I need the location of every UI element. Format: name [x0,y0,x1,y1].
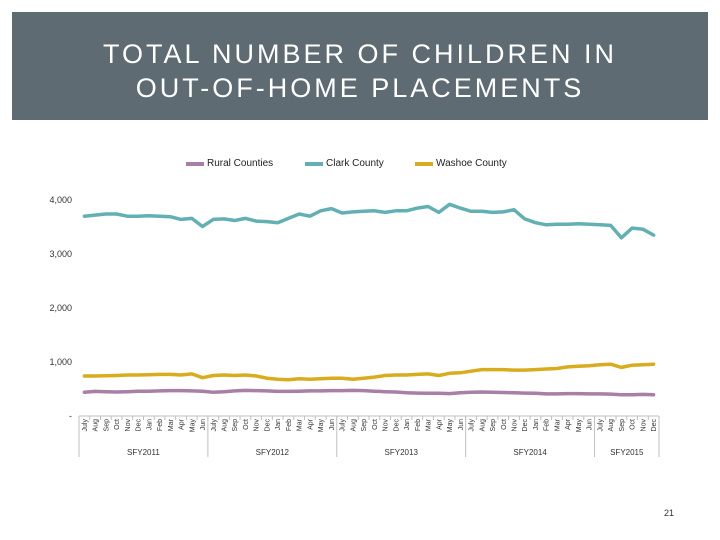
x-tick-label: Apr [307,418,314,430]
x-tick-label: Feb [544,419,551,431]
series-line-rural-counties [82,388,656,397]
fiscal-year-label: SFY2011 [127,448,160,457]
fiscal-year-label: SFY2015 [610,448,644,457]
x-tick-label: Feb [157,419,164,431]
x-tick-label: Oct [501,419,508,430]
legend-label-washoe: Washoe County [436,158,507,169]
y-tick-label: 3,000 [49,249,72,259]
x-tick-label: Nov [383,419,390,432]
x-tick-label: Aug [350,419,357,432]
fiscal-year-label: SFY2012 [256,448,290,457]
slide-title: TOTAL NUMBER OF CHILDREN IN OUT-OF-HOME … [12,37,708,105]
legend-item-washoe: Washoe County [415,158,507,169]
x-tick-label: Mar [426,418,433,431]
x-tick-label: May [576,419,583,433]
x-tick-label: Apr [179,418,186,430]
x-tick-label: Aug [93,419,100,432]
x-tick-label: Dec [651,419,658,432]
chart-legend: Rural Counties Clark County Washoe Count… [0,158,720,172]
x-tick-label: Nov [125,419,132,432]
x-tick-label: Apr [565,418,572,430]
x-tick-label: Jun [329,419,336,430]
y-tick-label: 4,000 [49,195,72,205]
slide-title-line-2: OUT-OF-HOME PLACEMENTS [135,73,585,103]
x-tick-label: Nov [512,419,519,432]
legend-label-clark: Clark County [326,158,384,169]
x-tick-label: Dec [393,419,400,432]
slide-title-line-1: TOTAL NUMBER OF CHILDREN IN [102,39,618,69]
x-tick-label: Apr [436,418,443,430]
legend-swatch-washoe [415,161,433,166]
x-tick-label: Sep [103,419,110,432]
page-number: 21 [664,508,675,518]
x-tick-label: Oct [630,419,637,430]
series-line-clark-county [82,202,656,240]
x-tick-label: Jan [275,419,282,430]
y-tick-label: 2,000 [49,303,72,313]
x-tick-label: July [82,419,89,432]
x-tick-label: Mar [297,418,304,431]
x-tick-label: Sep [361,419,368,432]
x-tick-label: Oct [372,419,379,430]
x-tick-label: May [447,419,454,433]
legend-swatch-rural [186,161,204,166]
x-tick-label: Feb [415,419,422,431]
x-tick-label: Dec [136,419,143,432]
x-tick-label: May [318,419,325,433]
legend-swatch-clark [305,161,323,166]
x-tick-label: Aug [479,419,486,432]
x-tick-label: Jan [146,419,153,430]
series-line-washoe-county [82,362,656,382]
x-tick-label: Nov [640,419,647,432]
x-tick-label: Dec [264,419,271,432]
x-tick-label: Mar [168,418,175,431]
x-tick-label: July [597,419,604,432]
x-tick-label: July [469,419,476,432]
legend-label-rural: Rural Counties [207,158,274,169]
x-tick-label: Dec [522,419,529,432]
y-tick-label: - [69,411,72,421]
x-tick-label: Jun [587,419,594,430]
x-tick-label: Nov [254,419,261,432]
x-tick-label: Sep [232,419,239,432]
x-tick-label: Jun [458,419,465,430]
x-tick-label: Jan [533,419,540,430]
x-tick-label: July [211,419,218,432]
fiscal-year-label: SFY2013 [385,448,419,457]
x-tick-label: May [189,419,196,433]
x-tick-label: Oct [114,419,121,430]
x-tick-label: Aug [608,419,615,432]
x-tick-label: Oct [243,419,250,430]
x-tick-label: Sep [619,419,626,432]
y-tick-label: 1,000 [49,357,72,367]
x-tick-label: Feb [286,419,293,431]
x-tick-label: July [340,419,347,432]
x-tick-label: Sep [490,419,497,432]
x-tick-label: Aug [222,419,229,432]
x-tick-label: Jun [200,419,207,430]
x-tick-label: Mar [554,418,561,431]
legend-item-clark: Clark County [305,158,384,169]
legend-item-rural: Rural Counties [186,158,273,169]
x-tick-label: Jan [404,419,411,430]
fiscal-year-label: SFY2014 [513,448,547,457]
title-banner: TOTAL NUMBER OF CHILDREN IN OUT-OF-HOME … [12,12,708,120]
